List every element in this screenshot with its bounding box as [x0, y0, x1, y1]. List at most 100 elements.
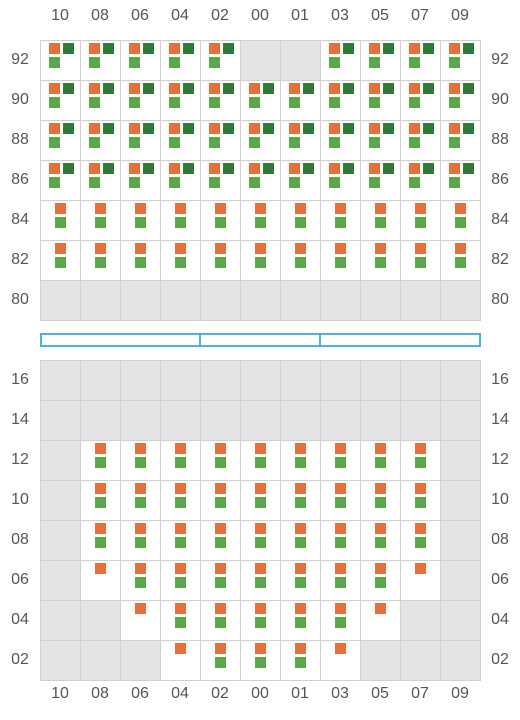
- grid-cell[interactable]: [120, 80, 161, 121]
- grid-cell[interactable]: [200, 600, 241, 641]
- grid-cell[interactable]: [320, 520, 361, 561]
- grid-cell[interactable]: [240, 80, 281, 121]
- grid-cell[interactable]: [280, 480, 321, 521]
- grid-cell[interactable]: [80, 480, 121, 521]
- grid-cell[interactable]: [160, 520, 201, 561]
- grid-cell[interactable]: [240, 560, 281, 601]
- grid-cell[interactable]: [160, 40, 201, 81]
- grid-cell[interactable]: [120, 160, 161, 201]
- grid-cell[interactable]: [200, 440, 241, 481]
- grid-cell[interactable]: [280, 600, 321, 641]
- grid-cell[interactable]: [160, 440, 201, 481]
- grid-cell[interactable]: [400, 80, 441, 121]
- grid-cell[interactable]: [320, 600, 361, 641]
- grid-cell[interactable]: [200, 560, 241, 601]
- grid-cell[interactable]: [280, 560, 321, 601]
- grid-cell[interactable]: [440, 200, 481, 241]
- grid-cell[interactable]: [360, 200, 401, 241]
- grid-cell[interactable]: [40, 120, 81, 161]
- grid-cell[interactable]: [120, 200, 161, 241]
- grid-cell[interactable]: [400, 200, 441, 241]
- grid-cell[interactable]: [360, 40, 401, 81]
- grid-cell[interactable]: [240, 120, 281, 161]
- grid-cell[interactable]: [280, 200, 321, 241]
- grid-cell[interactable]: [200, 240, 241, 281]
- grid-cell[interactable]: [400, 240, 441, 281]
- grid-cell[interactable]: [240, 600, 281, 641]
- grid-cell[interactable]: [200, 480, 241, 521]
- grid-cell[interactable]: [320, 120, 361, 161]
- grid-cell[interactable]: [200, 160, 241, 201]
- grid-cell[interactable]: [280, 640, 321, 681]
- grid-cell[interactable]: [400, 440, 441, 481]
- grid-cell[interactable]: [440, 120, 481, 161]
- grid-cell[interactable]: [120, 520, 161, 561]
- grid-cell[interactable]: [120, 480, 161, 521]
- grid-cell[interactable]: [280, 440, 321, 481]
- grid-cell[interactable]: [400, 40, 441, 81]
- grid-cell[interactable]: [40, 40, 81, 81]
- grid-cell[interactable]: [320, 80, 361, 121]
- grid-cell[interactable]: [80, 120, 121, 161]
- grid-cell[interactable]: [200, 80, 241, 121]
- grid-cell[interactable]: [160, 120, 201, 161]
- grid-cell[interactable]: [160, 480, 201, 521]
- grid-cell[interactable]: [40, 200, 81, 241]
- grid-cell[interactable]: [360, 160, 401, 201]
- grid-cell[interactable]: [80, 440, 121, 481]
- grid-cell[interactable]: [240, 200, 281, 241]
- grid-cell[interactable]: [200, 40, 241, 81]
- grid-cell[interactable]: [360, 480, 401, 521]
- grid-cell[interactable]: [360, 600, 401, 641]
- grid-cell[interactable]: [200, 520, 241, 561]
- grid-cell[interactable]: [160, 200, 201, 241]
- grid-cell[interactable]: [120, 560, 161, 601]
- grid-cell[interactable]: [160, 240, 201, 281]
- grid-cell[interactable]: [80, 80, 121, 121]
- grid-cell[interactable]: [80, 200, 121, 241]
- grid-cell[interactable]: [160, 640, 201, 681]
- grid-cell[interactable]: [80, 560, 121, 601]
- grid-cell[interactable]: [80, 160, 121, 201]
- grid-cell[interactable]: [160, 560, 201, 601]
- grid-cell[interactable]: [40, 80, 81, 121]
- grid-cell[interactable]: [280, 520, 321, 561]
- grid-cell[interactable]: [400, 520, 441, 561]
- grid-cell[interactable]: [440, 240, 481, 281]
- grid-cell[interactable]: [360, 240, 401, 281]
- grid-cell[interactable]: [320, 200, 361, 241]
- grid-cell[interactable]: [320, 160, 361, 201]
- grid-cell[interactable]: [80, 520, 121, 561]
- grid-cell[interactable]: [320, 640, 361, 681]
- grid-cell[interactable]: [280, 80, 321, 121]
- grid-cell[interactable]: [200, 200, 241, 241]
- grid-cell[interactable]: [160, 600, 201, 641]
- grid-cell[interactable]: [160, 80, 201, 121]
- grid-cell[interactable]: [280, 120, 321, 161]
- grid-cell[interactable]: [120, 40, 161, 81]
- grid-cell[interactable]: [320, 240, 361, 281]
- grid-cell[interactable]: [320, 440, 361, 481]
- grid-cell[interactable]: [240, 160, 281, 201]
- grid-cell[interactable]: [360, 440, 401, 481]
- grid-cell[interactable]: [80, 240, 121, 281]
- grid-cell[interactable]: [200, 120, 241, 161]
- grid-cell[interactable]: [240, 520, 281, 561]
- grid-cell[interactable]: [240, 640, 281, 681]
- grid-cell[interactable]: [360, 80, 401, 121]
- grid-cell[interactable]: [40, 160, 81, 201]
- grid-cell[interactable]: [440, 80, 481, 121]
- grid-cell[interactable]: [80, 40, 121, 81]
- grid-cell[interactable]: [240, 480, 281, 521]
- grid-cell[interactable]: [440, 40, 481, 81]
- grid-cell[interactable]: [360, 560, 401, 601]
- grid-cell[interactable]: [320, 40, 361, 81]
- grid-cell[interactable]: [120, 440, 161, 481]
- grid-cell[interactable]: [240, 240, 281, 281]
- grid-cell[interactable]: [160, 160, 201, 201]
- grid-cell[interactable]: [40, 240, 81, 281]
- grid-cell[interactable]: [280, 240, 321, 281]
- grid-cell[interactable]: [120, 600, 161, 641]
- grid-cell[interactable]: [400, 120, 441, 161]
- grid-cell[interactable]: [120, 120, 161, 161]
